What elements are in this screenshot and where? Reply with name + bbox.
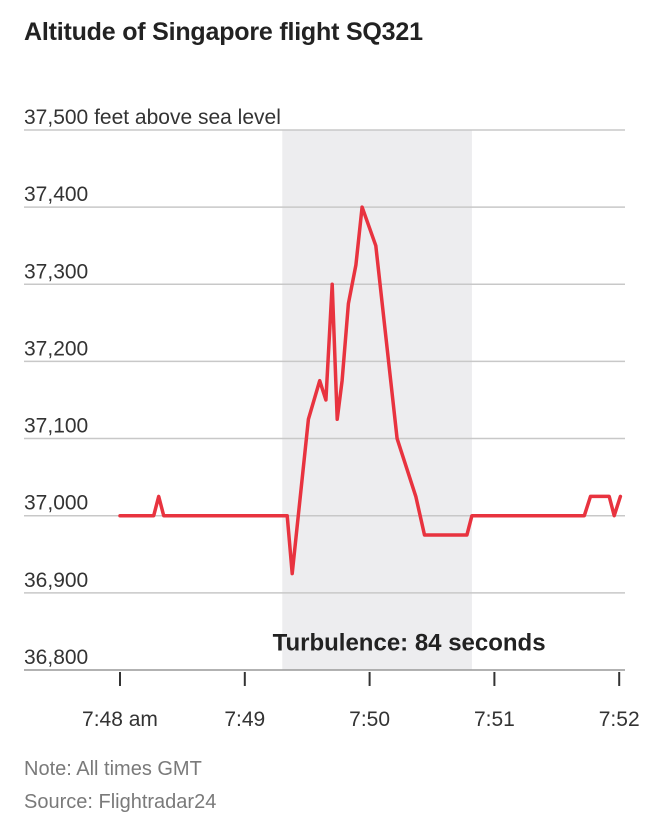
x-tick-label-3: 7:51: [474, 708, 515, 731]
x-tick-label-2: 7:50: [349, 708, 390, 731]
altitude-series-line: [118, 205, 623, 576]
y-tick-label-36800: 36,800: [24, 646, 88, 669]
chart-title: Altitude of Singapore flight SQ321: [24, 18, 423, 46]
turbulence-label: Turbulence: 84 seconds: [273, 630, 546, 657]
y-tick-label-37200: 37,200: [24, 337, 88, 360]
x-tick-label-0: 7:48 am: [82, 708, 158, 731]
y-tick-label-37300: 37,300: [24, 260, 88, 283]
footnote: Note: All times GMT: [24, 758, 202, 780]
gridlines: [24, 129, 625, 671]
y-axis-tick-labels: 37,500 feet above sea level 37,400 37,300 3…: [24, 106, 281, 669]
x-axis: 7:48 am 7:49 7:50 7:51 7:52: [82, 671, 640, 731]
turbulence-highlight-band: [282, 130, 472, 670]
y-tick-label-37100: 37,100: [24, 415, 88, 438]
source-note: Source: Flightradar24: [24, 791, 217, 813]
y-tick-label-37400: 37,400: [24, 183, 88, 206]
y-tick-label-37000: 37,000: [24, 492, 88, 515]
y-tick-label-36900: 36,900: [24, 569, 88, 592]
y-tick-label-37500: 37,500 feet above sea level: [24, 106, 281, 129]
x-tick-label-1: 7:49: [224, 708, 265, 731]
x-tick-label-4: 7:52: [599, 708, 640, 731]
